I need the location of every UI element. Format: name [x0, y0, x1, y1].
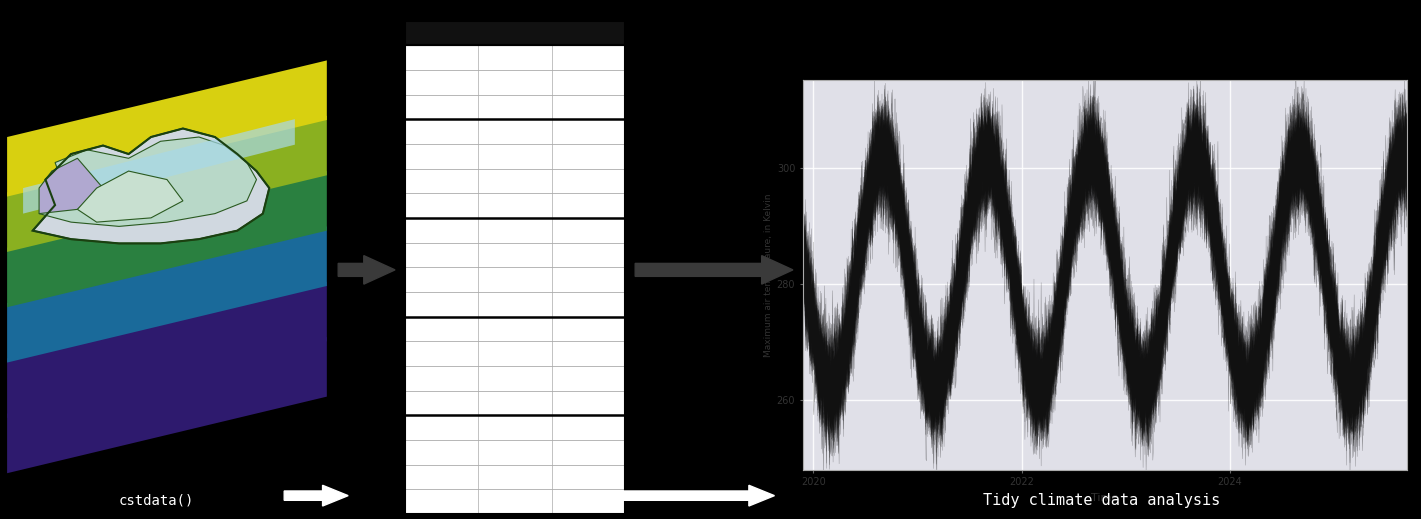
Bar	[405, 366, 625, 390]
Bar	[405, 242, 625, 267]
Polygon shape	[7, 171, 327, 307]
Bar	[405, 94, 625, 119]
Bar	[405, 193, 625, 218]
Bar	[405, 218, 625, 243]
Text: cstdata(): cstdata()	[118, 494, 195, 508]
Bar	[405, 169, 625, 193]
Polygon shape	[40, 158, 104, 214]
Polygon shape	[7, 337, 327, 473]
Polygon shape	[7, 282, 327, 418]
Y-axis label: Maximum air tempertaure, in Kelvin: Maximum air tempertaure, in Kelvin	[763, 193, 773, 357]
Bar	[405, 267, 625, 292]
Bar	[405, 292, 625, 317]
Bar	[405, 465, 625, 489]
Bar	[405, 45, 625, 70]
Polygon shape	[77, 171, 183, 222]
Bar	[405, 21, 625, 45]
Bar	[405, 342, 625, 366]
Polygon shape	[40, 137, 257, 226]
Polygon shape	[33, 129, 270, 243]
Bar	[405, 390, 625, 415]
Polygon shape	[23, 119, 296, 214]
X-axis label: Time: Time	[1091, 493, 1118, 503]
Bar	[405, 440, 625, 465]
Polygon shape	[7, 116, 327, 252]
Bar	[405, 119, 625, 144]
Bar	[405, 70, 625, 94]
Text: cst_df(): cst_df()	[477, 494, 546, 508]
Bar	[405, 489, 625, 514]
Bar	[405, 317, 625, 342]
Bar	[405, 144, 625, 169]
Bar	[405, 415, 625, 440]
Text: Tidy climate data analysis: Tidy climate data analysis	[983, 494, 1219, 508]
Polygon shape	[7, 60, 327, 197]
Polygon shape	[7, 226, 327, 363]
